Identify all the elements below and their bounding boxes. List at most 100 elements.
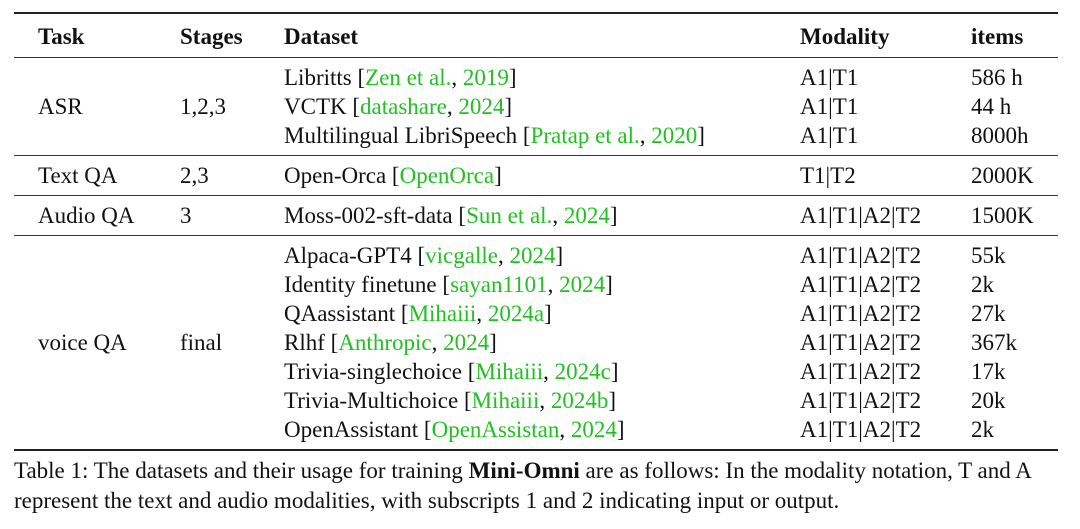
modality-cell: A1|T1|A2|T2	[800, 196, 971, 236]
modality-value: A1|T1|A2|T2	[800, 417, 922, 442]
modality-value: A1|T1|A2|T2	[800, 301, 922, 326]
items-value: 17k	[971, 359, 1006, 384]
citation-year-link[interactable]: 2020	[651, 123, 698, 148]
stages-cell: 1,2,3	[180, 94, 226, 119]
items-value: 20k	[971, 388, 1006, 413]
modality-cell: A1|T1|A2|T2 A1|T1|A2|T2 A1|T1|A2|T2 A1|T1|A…	[800, 236, 971, 451]
dataset-entry: Trivia-singlechoice [Mihaiii, 2024c]	[284, 359, 619, 384]
caption-prefix: Table 1: The datasets and their usage fo…	[14, 458, 469, 483]
table-row: Text QA 2,3 Open-Orca [OpenOrca] T1|T2 2000K	[14, 156, 1058, 196]
dataset-entry: Libritts [Zen et al., 2019]	[284, 65, 517, 90]
citation-year-link[interactable]: 2024	[570, 417, 617, 442]
table-row: voice QA final Alpaca-GPT4 [vicgalle, 2024…	[14, 236, 1058, 451]
dataset-entry: OpenAssistant [OpenAssistan, 2024]	[284, 417, 625, 442]
stages-cell: 3	[180, 203, 192, 228]
citation-year-link[interactable]: 2024	[563, 203, 610, 228]
task-cell: ASR	[38, 94, 83, 119]
items-value: 2k	[971, 417, 994, 442]
citation-year-link[interactable]: 2024b	[550, 388, 609, 413]
task-cell: voice QA	[38, 330, 127, 355]
dataset-cell: Open-Orca [OpenOrca]	[284, 156, 800, 196]
modality-cell: T1|T2	[800, 156, 971, 196]
modality-value: A1|T1	[800, 123, 859, 148]
task-cell: Text QA	[38, 163, 118, 188]
dataset-entry: Rlhf [Anthropic, 2024]	[284, 330, 497, 355]
citation-author-link[interactable]: Anthropic	[338, 330, 432, 355]
items-value: 2k	[971, 272, 994, 297]
dataset-table: Task Stages Dataset Modality items ASR 1,…	[14, 12, 1058, 451]
dataset-name: OpenAssistant	[284, 417, 419, 442]
citation-author-link[interactable]: Mihaiii	[475, 359, 544, 384]
header-row: Task Stages Dataset Modality items	[14, 13, 1058, 58]
table-row: ASR 1,2,3 Libritts [Zen et al., 2019] VCTK …	[14, 58, 1058, 156]
modality-value: A1|T1|A2|T2	[800, 359, 922, 384]
items-value: 8000h	[971, 123, 1029, 148]
citation-year-link[interactable]: 2019	[462, 65, 509, 90]
items-value: 367k	[971, 330, 1017, 355]
citation-author-link[interactable]: Zen et al.	[365, 65, 452, 90]
dataset-cell: Alpaca-GPT4 [vicgalle, 2024] Identity fin…	[284, 236, 800, 451]
dataset-table-container: Task Stages Dataset Modality items ASR 1,…	[14, 12, 1058, 451]
dataset-entry: Multilingual LibriSpeech [Pratap et al.,…	[284, 123, 705, 148]
modality-cell: A1|T1 A1|T1 A1|T1	[800, 58, 971, 156]
dataset-entry: Open-Orca [OpenOrca]	[284, 163, 502, 188]
modality-value: A1|T1|A2|T2	[800, 272, 922, 297]
dataset-entry: Trivia-Multichoice [Mihaiii, 2024b]	[284, 388, 617, 413]
citation-author-link[interactable]: Pratap et al.	[530, 123, 640, 148]
citation-author-link[interactable]: OpenAssistan	[431, 417, 560, 442]
citation-year-link[interactable]: 2024a	[487, 301, 545, 326]
dataset-name: Alpaca-GPT4	[284, 243, 412, 268]
table-group: Text QA 2,3 Open-Orca [OpenOrca] T1|T2 2000K	[14, 156, 1058, 196]
task-cell: Audio QA	[38, 203, 135, 228]
dataset-entry: Moss-002-sft-data [Sun et al., 2024]	[284, 203, 618, 228]
items-value: 44 h	[971, 94, 1012, 119]
stages-cell: 2,3	[180, 163, 209, 188]
dataset-entry: Identity finetune [sayan1101, 2024]	[284, 272, 613, 297]
citation-author-link[interactable]: sayan1101	[450, 272, 548, 297]
header-task: Task	[38, 24, 85, 49]
stages-cell: final	[180, 330, 223, 355]
citation-author-link[interactable]: OpenOrca	[399, 163, 495, 188]
table-caption: Table 1: The datasets and their usage fo…	[14, 456, 1064, 516]
items-value: 2000K	[971, 163, 1034, 188]
citation-year-link[interactable]: 2024c	[554, 359, 611, 384]
header-items: items	[971, 24, 1024, 49]
dataset-name: VCTK	[284, 94, 347, 119]
citation-author-link[interactable]: datashare	[360, 94, 447, 119]
modality-value: A1|T1|A2|T2	[800, 330, 922, 355]
citation-author-link[interactable]: Mihaiii	[471, 388, 540, 413]
modality-value: A1|T1	[800, 65, 859, 90]
citation-year-link[interactable]: 2024	[443, 330, 490, 355]
dataset-name: QAassistant	[284, 301, 396, 326]
dataset-name: Trivia-Multichoice	[284, 388, 459, 413]
items-value: 55k	[971, 243, 1006, 268]
items-value: 586 h	[971, 65, 1023, 90]
dataset-entry: Alpaca-GPT4 [vicgalle, 2024]	[284, 243, 564, 268]
dataset-name: Trivia-singlechoice	[284, 359, 463, 384]
dataset-cell: Libritts [Zen et al., 2019] VCTK [datasha…	[284, 58, 800, 156]
modality-value: T1|T2	[800, 163, 856, 188]
modality-value: A1|T1|A2|T2	[800, 243, 922, 268]
modality-value: A1|T1|A2|T2	[800, 388, 922, 413]
modality-value: A1|T1|A2|T2	[800, 203, 922, 228]
dataset-name: Moss-002-sft-data	[284, 203, 453, 228]
citation-year-link[interactable]: 2024	[458, 94, 505, 119]
dataset-entry: VCTK [datashare, 2024]	[284, 94, 513, 119]
modality-value: A1|T1	[800, 94, 859, 119]
dataset-cell: Moss-002-sft-data [Sun et al., 2024]	[284, 196, 800, 236]
table-group: ASR 1,2,3 Libritts [Zen et al., 2019] VCTK …	[14, 58, 1058, 156]
citation-author-link[interactable]: vicgalle	[425, 243, 498, 268]
items-value: 27k	[971, 301, 1006, 326]
citation-year-link[interactable]: 2024	[559, 272, 606, 297]
dataset-name: Open-Orca	[284, 163, 387, 188]
header-dataset: Dataset	[284, 24, 359, 49]
items-value: 1500K	[971, 203, 1034, 228]
caption-suffix: are as follows: In the modality notation…	[14, 458, 1031, 513]
dataset-entry: QAassistant [Mihaiii, 2024a]	[284, 301, 552, 326]
citation-year-link[interactable]: 2024	[509, 243, 556, 268]
citation-author-link[interactable]: Mihaiii	[408, 301, 477, 326]
table-group: Audio QA 3 Moss-002-sft-data [Sun et al., …	[14, 196, 1058, 236]
dataset-name: Identity finetune	[284, 272, 437, 297]
table-row: Audio QA 3 Moss-002-sft-data [Sun et al., …	[14, 196, 1058, 236]
citation-author-link[interactable]: Sun et al.	[466, 203, 553, 228]
